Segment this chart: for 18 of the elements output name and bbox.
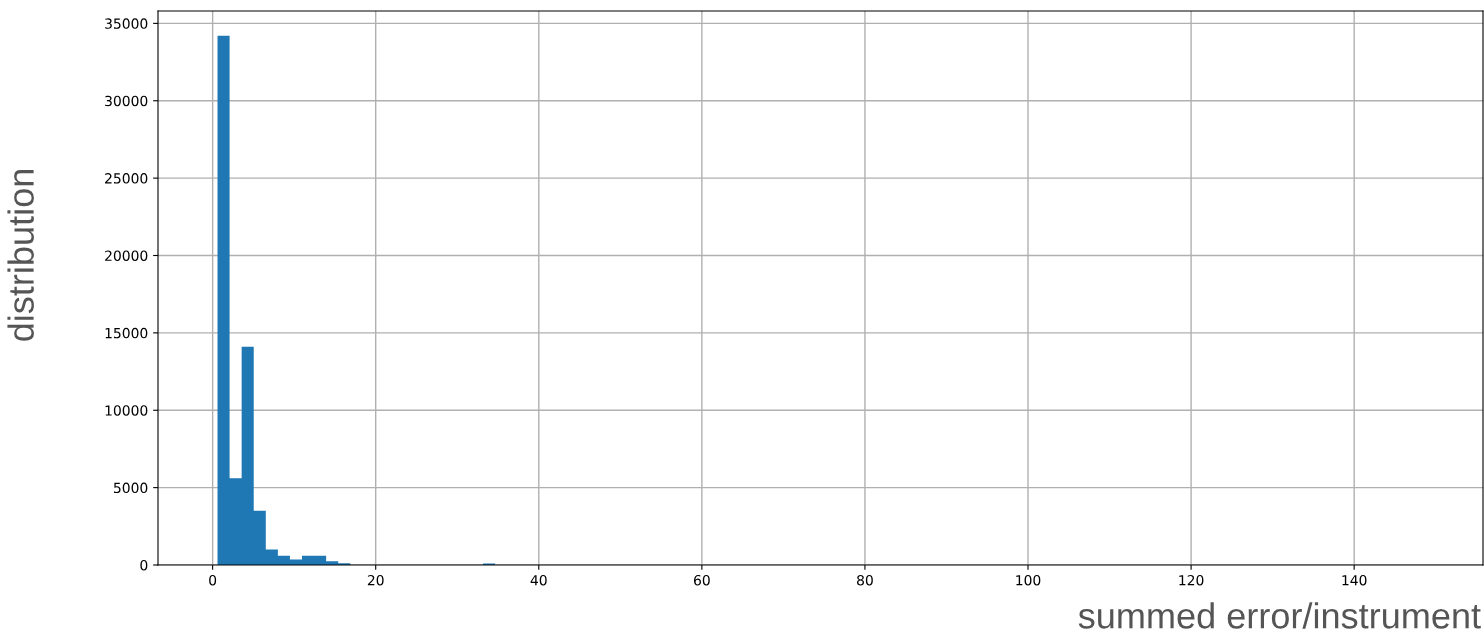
x-tick-label: 120 (1179, 574, 1204, 586)
y-tick-label: 5000 (114, 482, 148, 494)
x-tick-label: 80 (857, 574, 873, 586)
y-tick-label: 35000 (105, 18, 148, 29)
x-tick-label: 140 (1342, 574, 1367, 586)
x-tick-label: 20 (367, 574, 384, 586)
y-tick-label: 10000 (105, 405, 148, 416)
y-tick-label: 25000 (105, 173, 148, 184)
y-tick-label: 15000 (105, 327, 148, 339)
x-axis-title: summed error/instrument (1078, 602, 1481, 629)
y-tick-label: 0 (140, 559, 148, 571)
x-tick-label: 60 (693, 574, 710, 586)
x-tick-label: 0 (209, 574, 217, 586)
x-tick-label: 40 (530, 574, 547, 586)
y-tick-label: 30000 (105, 95, 148, 107)
y-tick-label: 20000 (105, 250, 148, 261)
x-tick-label: 100 (1016, 574, 1041, 586)
y-axis-title: distribution (7, 170, 34, 341)
